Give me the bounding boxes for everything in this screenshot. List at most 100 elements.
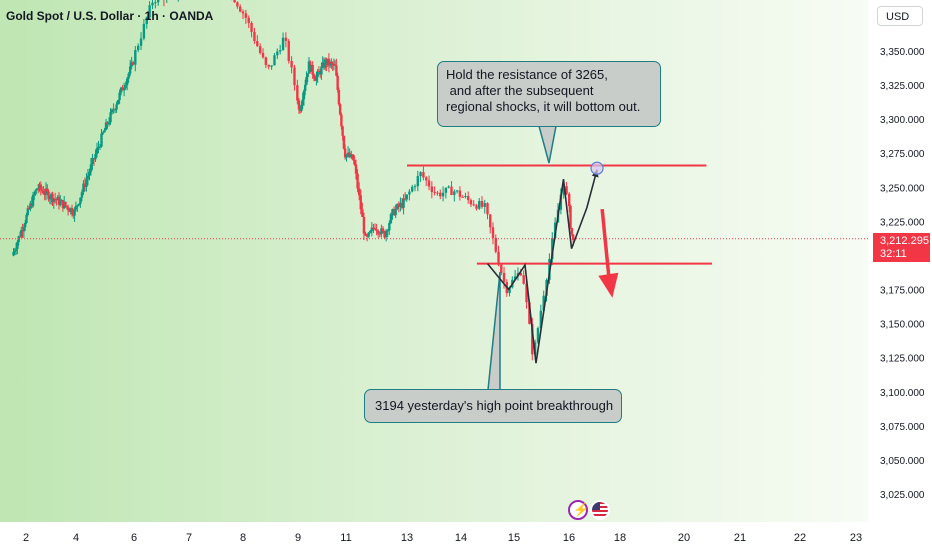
breakout-callout-pointer (487, 271, 501, 391)
candle-body (119, 87, 123, 93)
candle-body (253, 31, 256, 42)
candle-body (130, 62, 133, 67)
candle-body (48, 198, 52, 200)
candle-body (124, 85, 127, 88)
candle-body (377, 230, 380, 234)
candle-body (346, 152, 350, 155)
candle-body (38, 184, 41, 189)
candle-body (52, 198, 55, 203)
candle-body (284, 37, 288, 41)
candle-body (88, 171, 91, 176)
breakout-callout[interactable]: 3194 yesterday's high point breakthrough (364, 389, 622, 423)
candle-body (562, 186, 565, 195)
candle-body (338, 104, 342, 115)
candle-body (388, 223, 391, 231)
candle-body (136, 45, 140, 51)
candle-body (27, 208, 31, 210)
candle-body (281, 37, 285, 51)
resistance-callout-pointer (538, 125, 557, 164)
candle-body (33, 194, 36, 196)
candle-body (256, 41, 259, 47)
candle-body (531, 323, 534, 355)
target-marker-circle[interactable] (590, 161, 604, 175)
candle-body (350, 154, 353, 158)
lightning-event-icon[interactable]: ⚡ (568, 500, 589, 520)
candle-body (65, 205, 68, 207)
candle-body (128, 66, 132, 74)
candle-body (61, 200, 65, 209)
candle-body (241, 11, 245, 14)
candle-body (536, 328, 540, 343)
candle-body (522, 275, 525, 284)
candle-body (441, 192, 445, 197)
candle-body (519, 273, 523, 276)
candle-body (89, 164, 93, 172)
candle-body (21, 230, 24, 232)
candle-body (419, 172, 422, 177)
plot-background (0, 0, 868, 522)
time-tick-label: 18 (614, 532, 626, 544)
candle-body (478, 200, 481, 209)
candle-body (464, 196, 467, 198)
candle-body (455, 190, 459, 192)
bar-countdown-label: 32:11 (880, 248, 907, 260)
candle-body (361, 209, 364, 217)
candle-body (20, 230, 23, 237)
us-flag-event-icon[interactable] (590, 500, 610, 520)
candle-body (403, 198, 407, 200)
candle-body (569, 206, 572, 228)
candle-body (50, 194, 53, 199)
candle-body (525, 283, 528, 303)
candle-body (353, 159, 356, 165)
price-tick-label: 3,275.000 (880, 149, 925, 160)
candle-body (310, 64, 313, 72)
candle-body (59, 200, 62, 205)
candle-body (47, 191, 50, 200)
candle-body (318, 71, 322, 75)
candle-body (308, 61, 312, 72)
candle-body (53, 198, 57, 200)
candle-body (57, 196, 61, 205)
candle-body (98, 146, 102, 148)
price-scale-panel[interactable] (868, 0, 932, 550)
candle-body (332, 64, 336, 66)
candle-body (508, 287, 511, 294)
candle-body (16, 242, 19, 249)
candle-body (348, 152, 351, 158)
candle-body (244, 13, 248, 18)
candle-body (236, 2, 239, 7)
resistance-callout[interactable]: Hold the resistance of 3265, and after t… (437, 61, 661, 127)
candle-body (513, 276, 517, 280)
candle-body (359, 195, 362, 210)
time-tick-label: 13 (401, 532, 413, 544)
candle-body (122, 87, 126, 91)
candle-body (320, 66, 323, 75)
price-tick-label: 3,125.000 (880, 354, 925, 365)
candle-body (97, 146, 100, 149)
symbol-title[interactable]: Gold Spot / U.S. Dollar · 1h · OANDA (6, 9, 214, 23)
candle-body (472, 204, 475, 206)
candle-body (14, 248, 18, 251)
candle-body (35, 188, 39, 191)
candle-body (80, 192, 84, 198)
candle-body (343, 148, 347, 158)
candle-body (408, 191, 411, 195)
time-scale-panel[interactable] (0, 522, 868, 550)
currency-button[interactable]: USD (877, 6, 923, 26)
candle-body (369, 230, 372, 233)
candle-body (296, 85, 299, 101)
candle-body (157, 0, 160, 3)
levels-layer (0, 164, 868, 265)
candle-body (333, 64, 337, 66)
projection-path[interactable] (486, 169, 598, 364)
candle-body (305, 77, 308, 85)
candle-body (30, 203, 33, 207)
candle-body (13, 250, 16, 253)
candle-body (389, 214, 393, 224)
candle-body (247, 17, 250, 23)
candle-body (82, 183, 85, 193)
candle-body (25, 214, 28, 223)
candle-body (12, 252, 15, 256)
candle-body (139, 38, 143, 46)
